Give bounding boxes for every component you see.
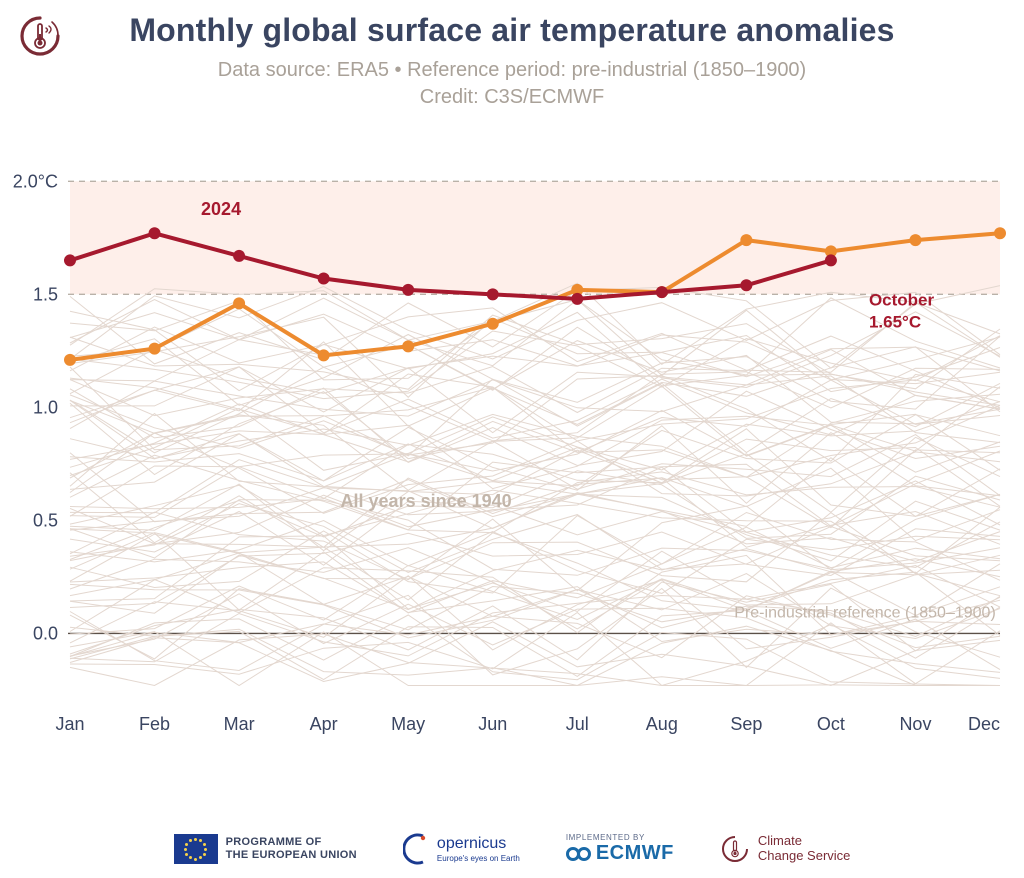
svg-text:May: May xyxy=(391,714,425,734)
historical-lines xyxy=(70,283,1000,685)
ccs-footer-logo: Climate Change Service xyxy=(720,834,851,864)
ccs-footer-icon xyxy=(720,834,750,864)
line-chart: 0.0 0.5 1.0 1.5 2.0°C Jan Feb Mar Apr May Jun Jul Au… xyxy=(10,150,1010,750)
svg-text:Aug: Aug xyxy=(646,714,678,734)
svg-text:Jun: Jun xyxy=(478,714,507,734)
svg-text:2024: 2024 xyxy=(201,199,241,219)
subtitle-line1: Data source: ERA5 • Reference period: pr… xyxy=(218,59,806,81)
svg-text:0.0: 0.0 xyxy=(33,623,58,643)
svg-text:Sep: Sep xyxy=(730,714,762,734)
eu-programme-logo: PROGRAMME OF THE EUROPEAN UNION xyxy=(174,834,357,864)
svg-text:Jul: Jul xyxy=(566,714,589,734)
page-root: Monthly global surface air temperature a… xyxy=(0,0,1024,878)
svg-text:All years since 1940: All years since 1940 xyxy=(341,491,512,511)
ccs-line1: Climate xyxy=(758,834,851,849)
eu-line2: THE EUROPEAN UNION xyxy=(226,849,357,862)
ecmwf-overline: IMPLEMENTED BY xyxy=(566,833,674,842)
svg-text:Oct: Oct xyxy=(817,714,845,734)
header: Monthly global surface air temperature a… xyxy=(0,12,1024,111)
chart-title: Monthly global surface air temperature a… xyxy=(0,12,1024,49)
svg-text:Feb: Feb xyxy=(139,714,170,734)
eu-flag-icon xyxy=(174,834,218,864)
copernicus-text: opernicus Europe's eyes on Earth xyxy=(437,835,520,863)
ecmwf-icon xyxy=(566,845,592,863)
copernicus-icon xyxy=(403,832,429,866)
chart-container: 0.0 0.5 1.0 1.5 2.0°C Jan Feb Mar Apr May Jun Jul Au… xyxy=(10,150,1010,750)
ccs-line2: Change Service xyxy=(758,849,851,864)
svg-text:Dec: Dec xyxy=(968,714,1000,734)
svg-text:October: October xyxy=(869,291,935,310)
footer-logos: PROGRAMME OF THE EUROPEAN UNION opernicu… xyxy=(0,832,1024,866)
ecmwf-text: IMPLEMENTED BY ECMWF xyxy=(566,833,674,865)
svg-text:1.0: 1.0 xyxy=(33,397,58,417)
svg-text:1.65°C: 1.65°C xyxy=(869,313,921,332)
copernicus-tagline: Europe's eyes on Earth xyxy=(437,854,520,863)
ecmwf-wordmark: ECMWF xyxy=(596,842,674,865)
svg-text:2.0°C: 2.0°C xyxy=(13,171,58,191)
subtitle-line2: Credit: C3S/ECMWF xyxy=(420,86,604,108)
copernicus-logo: opernicus Europe's eyes on Earth xyxy=(403,832,520,866)
eu-line1: PROGRAMME OF xyxy=(226,836,357,849)
ccs-footer-text: Climate Change Service xyxy=(758,834,851,864)
svg-text:Nov: Nov xyxy=(899,714,931,734)
eu-programme-text: PROGRAMME OF THE EUROPEAN UNION xyxy=(226,836,357,861)
svg-text:Mar: Mar xyxy=(224,714,255,734)
chart-subtitle: Data source: ERA5 • Reference period: pr… xyxy=(0,57,1024,111)
svg-text:1.5: 1.5 xyxy=(33,284,58,304)
svg-text:0.5: 0.5 xyxy=(33,510,58,530)
ecmwf-logo: IMPLEMENTED BY ECMWF xyxy=(566,833,674,865)
copernicus-wordmark: opernicus xyxy=(437,835,506,852)
svg-text:Jan: Jan xyxy=(55,714,84,734)
svg-text:Pre-industrial reference (1850: Pre-industrial reference (1850–1900) xyxy=(734,605,995,622)
svg-text:Apr: Apr xyxy=(310,714,338,734)
